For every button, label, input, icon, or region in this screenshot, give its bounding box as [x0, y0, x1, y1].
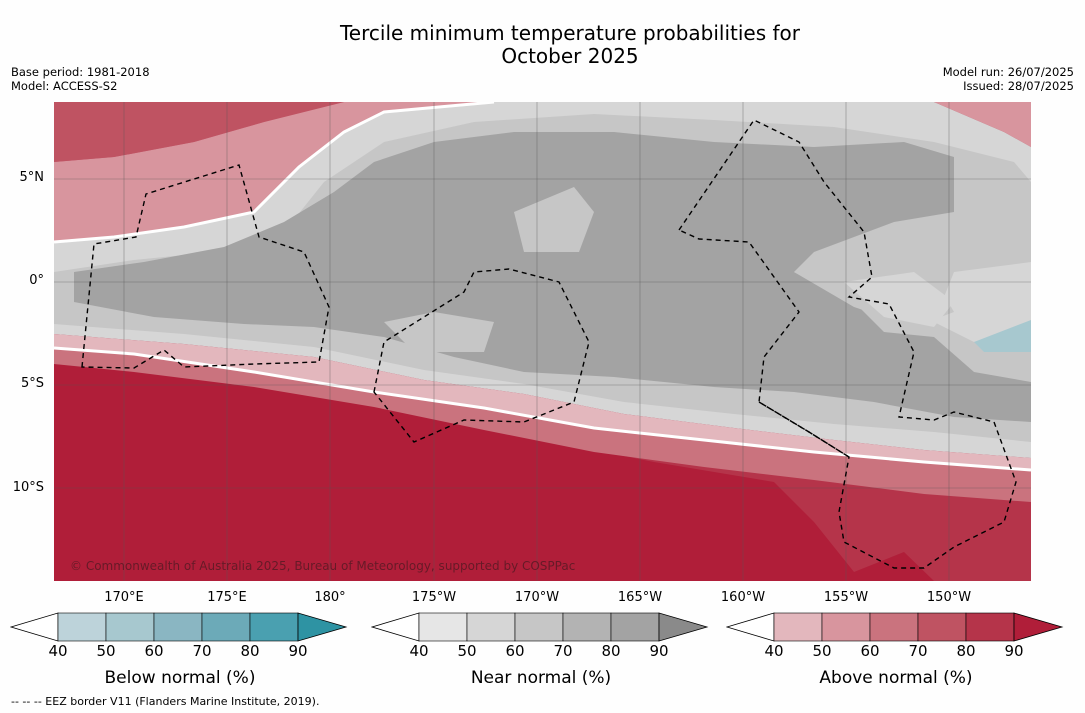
lat-label-5n: 5°N: [19, 170, 45, 185]
colorbar-segment: [610, 612, 660, 642]
probability-map: [54, 102, 1031, 581]
base-period: Base period: 1981-2018: [11, 65, 150, 79]
issued-date: Issued: 28/07/2025: [963, 79, 1074, 93]
colorbar-tick-label: 90: [1004, 642, 1024, 660]
eez-borders: [81, 119, 1017, 569]
colorbar-segment: [965, 612, 1015, 642]
colorbar-tick-label: 40: [48, 642, 68, 660]
colorbar-segment: [466, 612, 516, 642]
colorbar-under-triangle: [10, 612, 59, 642]
colorbar-over-triangle: [297, 612, 348, 642]
colorbar-tick-label: 90: [649, 642, 669, 660]
colorbar-segment: [201, 612, 251, 642]
eez-border-kiribati-phoenix: [373, 268, 590, 443]
near-50-patch-east: [844, 272, 954, 327]
above-80-region-north: [54, 102, 344, 162]
colorbar-tick-label: 80: [956, 642, 976, 660]
lon-label-155w: 155°W: [823, 590, 869, 605]
colorbar-below-normal-scale: [10, 612, 348, 642]
lat-label-10s: 10°S: [12, 480, 44, 495]
colorbar-tick-label: 70: [908, 642, 928, 660]
eez-footnote: -- -- -- EEZ border V11 (Flanders Marine…: [11, 695, 320, 708]
colorbar-segment: [917, 612, 967, 642]
near-80-region: [74, 132, 1031, 422]
colorbar-segment: [869, 612, 919, 642]
colorbar-over-triangle: [1013, 612, 1064, 642]
colorbar-segment: [105, 612, 155, 642]
colorbar-under-triangle: [726, 612, 775, 642]
lon-label-180: 180°: [314, 590, 346, 605]
above-60-region-south: [54, 334, 1031, 470]
above-70-region-south: [54, 342, 1031, 502]
colorbar-near-normal-scale: [371, 612, 709, 642]
above-60-region-northeast: [934, 102, 1031, 147]
colorbar-segment: [418, 612, 468, 642]
meta-right: Model run: 26/07/2025 Issued: 28/07/2025: [943, 65, 1074, 93]
colorbar-tick-label: 70: [192, 642, 212, 660]
colorbar-near-normal-title: Near normal (%): [470, 668, 612, 688]
model-run: Model run: 26/07/2025: [942, 65, 1074, 79]
colorbar-segment: [821, 612, 871, 642]
lat-label-0: 0°: [29, 273, 44, 288]
colorbar-above-normal-title: Above normal (%): [819, 668, 973, 688]
title-line-1: Tercile minimum temperature probabilitie…: [339, 21, 801, 45]
colorbar-above-normal: Above normal (%) 40 50 60 70 80 90: [726, 612, 1066, 692]
map-title: Tercile minimum temperature probabilitie…: [0, 22, 1085, 68]
colorbar-tick-label: 80: [240, 642, 260, 660]
tercile-boundary-north: [54, 102, 495, 244]
colorbar-below-normal-title: Below normal (%): [104, 668, 256, 688]
eez-border-kiribati-line: [677, 119, 1017, 569]
colorbar-tick-label: 70: [553, 642, 573, 660]
lat-label-5s: 5°S: [20, 376, 44, 391]
colorbar-tick-label: 60: [144, 642, 164, 660]
colorbar-tick-label: 50: [96, 642, 116, 660]
tercile-boundary-south: [54, 346, 1031, 472]
above-70-region-north: [54, 102, 494, 242]
colorbar-tick-label: 50: [457, 642, 477, 660]
colorbar-near-normal: Near normal (%) 40 50 60 70 80 90: [371, 612, 711, 692]
colorbar-over-triangle: [658, 612, 709, 642]
colorbar-segment: [57, 612, 107, 642]
title-line-2: October 2025: [501, 44, 639, 68]
lon-label-170e: 170°E: [104, 590, 144, 605]
lon-label-175e: 175°E: [207, 590, 247, 605]
colorbar-tick-label: 60: [505, 642, 525, 660]
colorbar-segment: [249, 612, 299, 642]
colorbar-tick-label: 40: [409, 642, 429, 660]
eez-border-kiribati-gilbert: [81, 164, 330, 369]
meta-left: Base period: 1981-2018 Model: ACCESS-S2: [11, 65, 150, 93]
colorbar-tick-label: 80: [601, 642, 621, 660]
colorbar-tick-label: 60: [860, 642, 880, 660]
near-60-patch-central: [514, 187, 594, 252]
colorbar-segment: [773, 612, 823, 642]
model-name: Model: ACCESS-S2: [11, 79, 118, 93]
colorbar-segment: [153, 612, 203, 642]
copyright-notice: © Commonwealth of Australia 2025, Bureau…: [70, 559, 576, 573]
eez-border-tokelau-segment: [758, 401, 850, 458]
colorbar-segment: [514, 612, 564, 642]
near-60-patch-south: [384, 312, 494, 352]
colorbar-under-triangle: [371, 612, 420, 642]
colorbar-segment: [562, 612, 612, 642]
graticule: [54, 102, 1031, 581]
lon-label-160w: 160°W: [720, 590, 766, 605]
lon-label-150w: 150°W: [926, 590, 972, 605]
lon-label-165w: 165°W: [617, 590, 663, 605]
lon-label-170w: 170°W: [514, 590, 560, 605]
colorbar-above-normal-scale: [726, 612, 1064, 642]
colorbar-tick-label: 40: [764, 642, 784, 660]
colorbar-below-normal: Below normal (%) 40 50 60 70 80 90: [10, 612, 350, 692]
lon-label-175w: 175°W: [411, 590, 457, 605]
colorbar-tick-label: 90: [288, 642, 308, 660]
below-50-patch: [974, 320, 1031, 352]
colorbar-tick-label: 50: [812, 642, 832, 660]
